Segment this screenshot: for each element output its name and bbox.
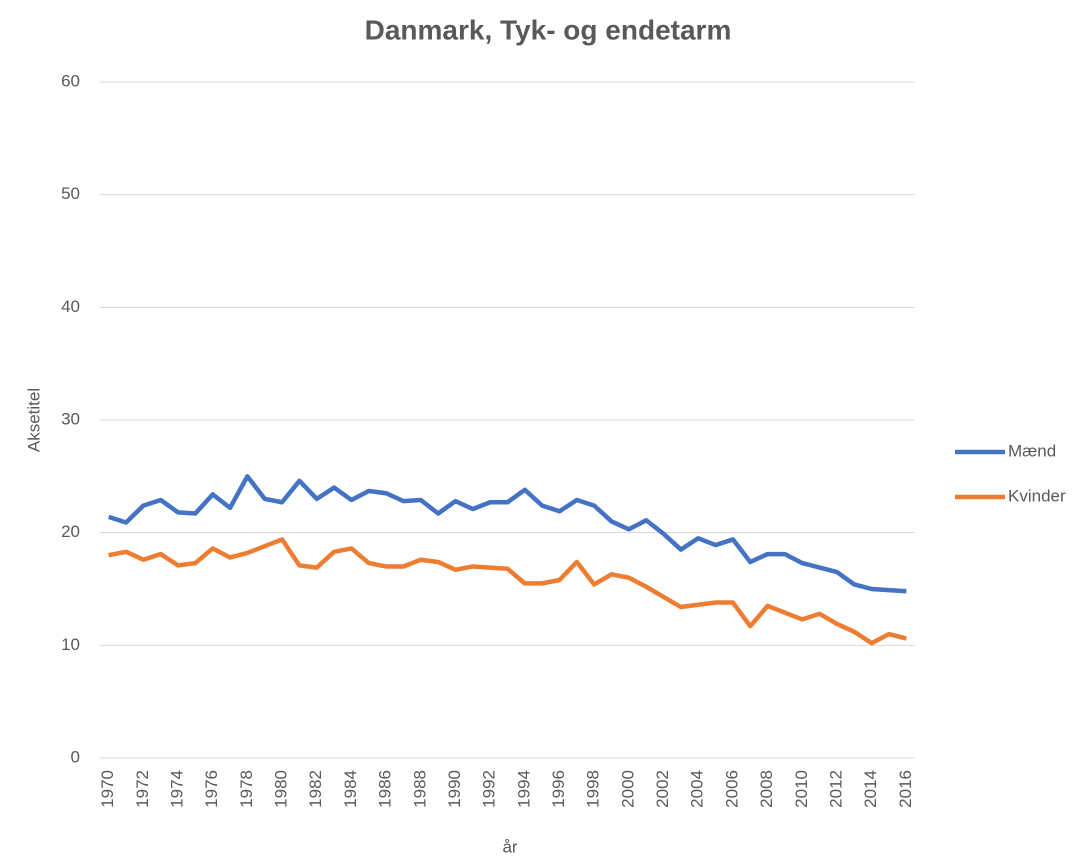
x-tick-label: 2002: [653, 770, 672, 808]
x-tick-label: 1972: [133, 770, 152, 808]
x-tick-label: 2016: [896, 770, 915, 808]
x-tick-label: 1978: [237, 770, 256, 808]
x-tick-label: 1974: [168, 770, 187, 808]
x-tick-label: 2012: [826, 770, 845, 808]
x-tick-label: 1998: [584, 770, 603, 808]
y-tick-label: 60: [61, 71, 80, 90]
x-tick-label: 1980: [272, 770, 291, 808]
x-tick-label: 1986: [376, 770, 395, 808]
x-tick-label: 1970: [98, 770, 117, 808]
x-tick-label: 1976: [202, 770, 221, 808]
x-tick-label: 1996: [549, 770, 568, 808]
x-tick-label: 2014: [861, 770, 880, 808]
y-tick-label: 20: [61, 522, 80, 541]
x-tick-label: 2010: [792, 770, 811, 808]
x-tick-label: 1990: [445, 770, 464, 808]
x-tick-label: 2004: [688, 770, 707, 808]
series-line: [108, 537, 907, 646]
series-line: [107, 474, 907, 594]
x-tick-label: 2008: [757, 770, 776, 808]
y-tick-label: 10: [61, 635, 80, 654]
x-tick-label: 1992: [480, 770, 499, 808]
x-tick-label: 1994: [514, 770, 533, 808]
x-tick-label: 2000: [618, 770, 637, 808]
x-tick-label: 1988: [410, 770, 429, 808]
x-axis-title: år: [502, 837, 517, 856]
x-tick-label: 1982: [306, 770, 325, 808]
legend-label: Mænd: [1008, 441, 1056, 460]
y-tick-label: 50: [61, 184, 80, 203]
x-tick-label: 2006: [722, 770, 741, 808]
legend-label: Kvinder: [1008, 486, 1066, 505]
y-tick-label: 30: [61, 409, 80, 428]
y-axis-title: Aksetitel: [24, 388, 43, 452]
y-tick-label: 40: [61, 297, 80, 316]
y-tick-label: 0: [71, 747, 80, 766]
x-tick-label: 1984: [341, 770, 360, 808]
chart-title: Danmark, Tyk- og endetarm: [365, 14, 732, 45]
